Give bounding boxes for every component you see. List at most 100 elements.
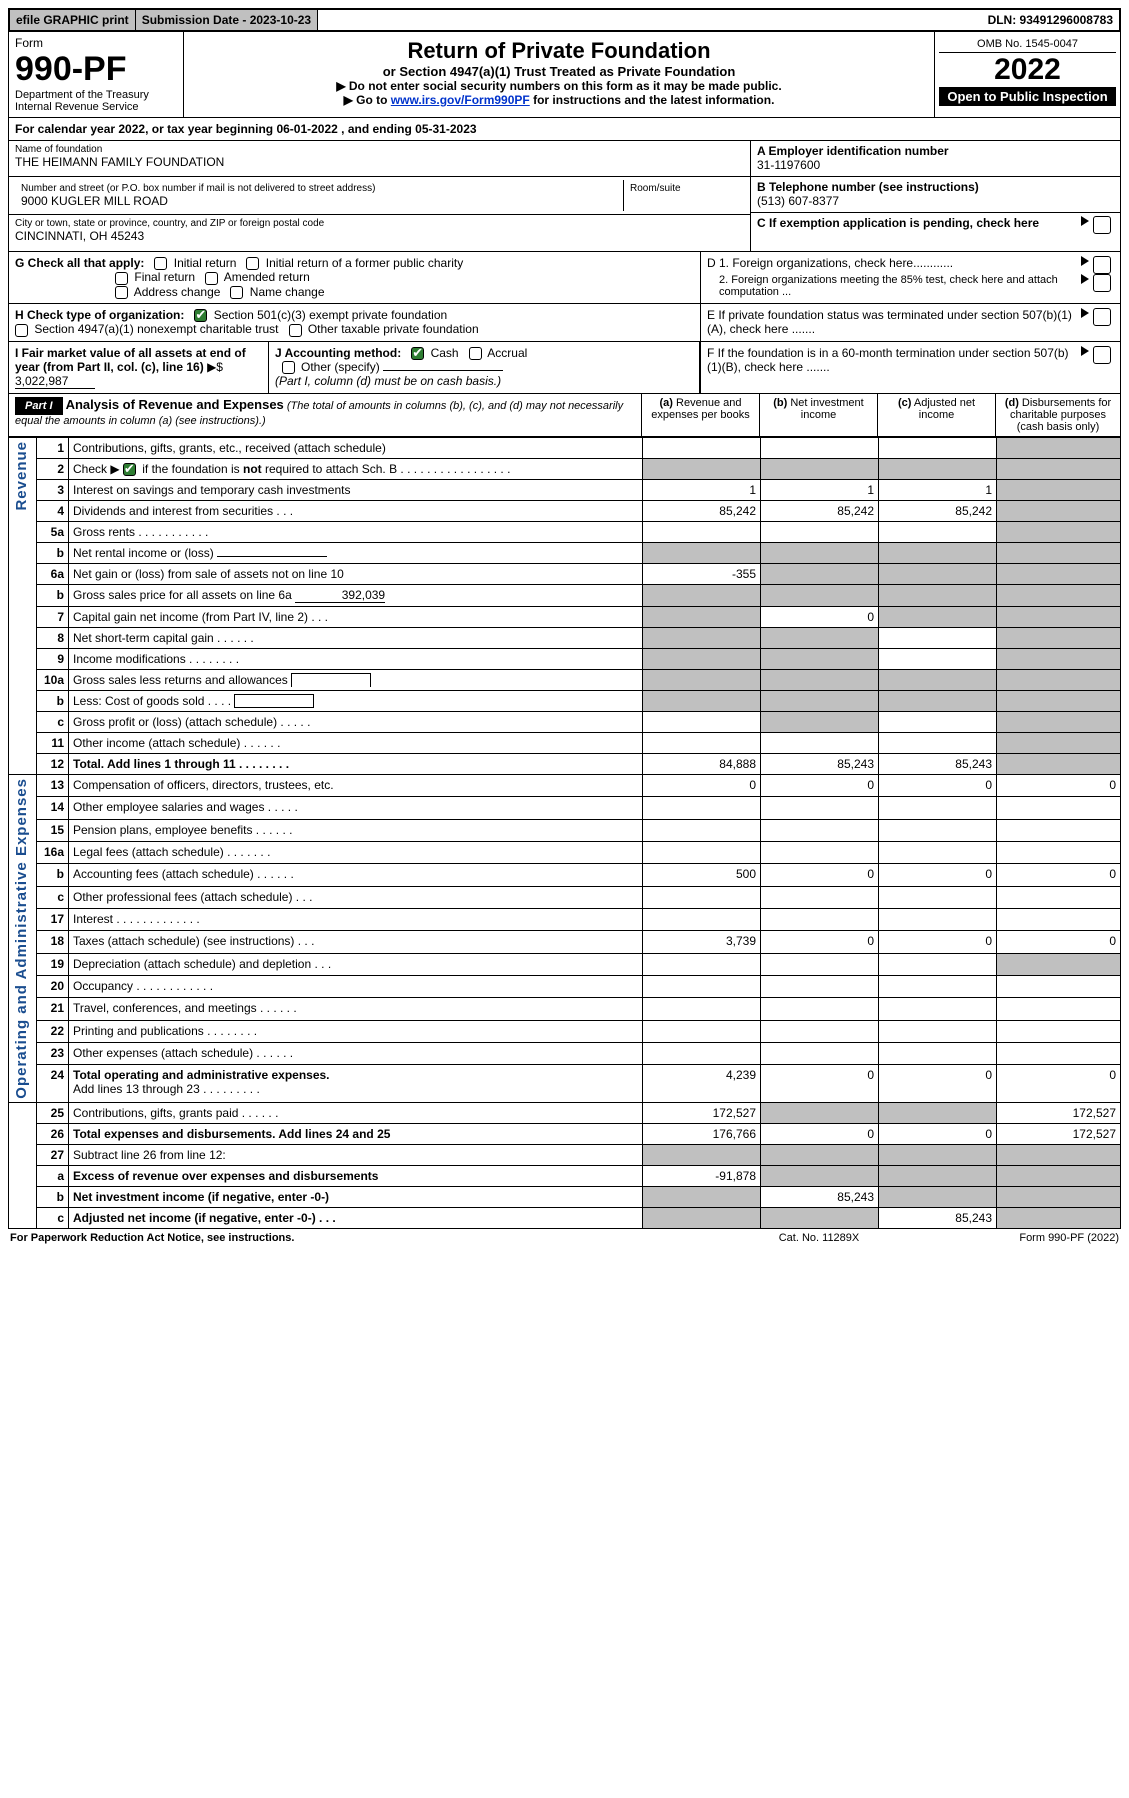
row-16a: 16aLegal fees (attach schedule) . . . . … [9, 841, 1121, 863]
line-desc: Gross rents . . . . . . . . . . . [69, 521, 643, 542]
c-row: C If exemption application is pending, c… [751, 213, 1120, 249]
cell-26a: 176,766 [643, 1123, 761, 1144]
chk-f[interactable] [1093, 346, 1111, 364]
cell-25a: 172,527 [643, 1102, 761, 1123]
col-a-tag: (a) [660, 397, 673, 409]
efile-badge[interactable]: efile GRAPHIC print [10, 10, 136, 30]
line-num: b [37, 584, 69, 606]
line-num: 9 [37, 648, 69, 669]
col-a-header: (a) Revenue and expenses per books [642, 394, 760, 436]
line-desc: Dividends and interest from securities .… [69, 500, 643, 521]
d2-label: 2. Foreign organizations meeting the 85%… [719, 274, 1074, 298]
chk-d1[interactable] [1093, 256, 1111, 274]
other-specify-field[interactable] [383, 370, 503, 371]
line-desc: Legal fees (attach schedule) . . . . . .… [69, 841, 643, 863]
cell-7b: 0 [761, 606, 879, 627]
line-desc: Travel, conferences, and meetings . . . … [69, 998, 643, 1020]
chk-sch-b[interactable] [123, 463, 136, 476]
cell-10bd [997, 690, 1121, 711]
cell-5ac [879, 521, 997, 542]
section-e: E If private foundation status was termi… [700, 304, 1120, 341]
chk-initial[interactable] [154, 257, 167, 270]
cell-7d [997, 606, 1121, 627]
chk-other-taxable[interactable] [289, 324, 302, 337]
cell [643, 998, 761, 1020]
line-desc: Net short-term capital gain . . . . . . [69, 627, 643, 648]
cell-10bb [761, 690, 879, 711]
col-b-tag: (b) [773, 397, 787, 409]
cell [643, 819, 761, 841]
cell [879, 841, 997, 863]
r5b-field[interactable] [217, 556, 327, 557]
cell [997, 886, 1121, 908]
c-checkbox[interactable] [1093, 216, 1111, 234]
r10b-box[interactable] [234, 694, 314, 708]
row-8: 8 Net short-term capital gain . . . . . … [9, 627, 1121, 648]
chk-final[interactable] [115, 272, 128, 285]
row-25: 25Contributions, gifts, grants paid . . … [9, 1102, 1121, 1123]
col-b-label: Net investment income [790, 397, 863, 421]
cell-8d [997, 627, 1121, 648]
cell [761, 797, 879, 819]
cell [997, 1042, 1121, 1064]
identification-block: Name of foundation THE HEIMANN FAMILY FO… [8, 141, 1121, 252]
col-c-header: (c) Adjusted net income [878, 394, 996, 436]
cell-10cb [761, 711, 879, 732]
header-right: OMB No. 1545-0047 2022 Open to Public In… [935, 32, 1120, 117]
cell-27b [761, 1144, 879, 1165]
chk-other-method[interactable] [282, 361, 295, 374]
g-d-section: G Check all that apply: Initial return I… [8, 252, 1121, 304]
line-num: 7 [37, 606, 69, 627]
row-6b: b Gross sales price for all assets on li… [9, 584, 1121, 606]
line-desc: Occupancy . . . . . . . . . . . . [69, 975, 643, 997]
cell [997, 953, 1121, 975]
chk-initial-former[interactable] [246, 257, 259, 270]
instr-link[interactable]: www.irs.gov/Form990PF [391, 93, 530, 107]
cell-27a [643, 1144, 761, 1165]
chk-addr-change[interactable] [115, 286, 128, 299]
cell-10bc [879, 690, 997, 711]
cell-16bc: 0 [879, 864, 997, 886]
cell-6bc [879, 584, 997, 606]
cell [761, 998, 879, 1020]
row-27c: cAdjusted net income (if negative, enter… [9, 1207, 1121, 1228]
cell-1a [643, 437, 761, 458]
cell-10ad [997, 669, 1121, 690]
cell-9b [761, 648, 879, 669]
row-5b: b Net rental income or (loss) [9, 542, 1121, 563]
empty-vlabel [9, 1102, 37, 1228]
lbl-final: Final return [134, 270, 195, 284]
form-header: Form 990-PF Department of the Treasury I… [8, 32, 1121, 118]
row-21: 21Travel, conferences, and meetings . . … [9, 998, 1121, 1020]
cell-11c [879, 732, 997, 753]
chk-4947[interactable] [15, 324, 28, 337]
cell-27d [997, 1144, 1121, 1165]
chk-cash[interactable] [411, 347, 424, 360]
dept-treasury: Department of the Treasury [15, 89, 177, 101]
line-num: 27 [37, 1144, 69, 1165]
r10a-box[interactable] [291, 673, 371, 687]
chk-accrual[interactable] [469, 347, 482, 360]
cell-11d [997, 732, 1121, 753]
calendar-year-row: For calendar year 2022, or tax year begi… [8, 118, 1121, 141]
line-num: 10a [37, 669, 69, 690]
cell-18c: 0 [879, 931, 997, 953]
cell-5bd [997, 542, 1121, 563]
lbl-addr-change: Address change [134, 285, 221, 299]
chk-amended[interactable] [205, 272, 218, 285]
cell-27ac [879, 1165, 997, 1186]
chk-e[interactable] [1093, 308, 1111, 326]
cell [879, 908, 997, 930]
line-desc: Interest on savings and temporary cash i… [69, 479, 643, 500]
instr-2: ▶ Go to www.irs.gov/Form990PF for instru… [190, 93, 928, 107]
lbl-4947: Section 4947(a)(1) nonexempt charitable … [34, 322, 278, 336]
foundation-name-row: Name of foundation THE HEIMANN FAMILY FO… [9, 141, 750, 177]
open-to-public: Open to Public Inspection [939, 87, 1116, 106]
chk-d2[interactable] [1093, 274, 1111, 292]
chk-501c3[interactable] [194, 309, 207, 322]
cell-24d: 0 [997, 1065, 1121, 1102]
chk-name-change[interactable] [230, 286, 243, 299]
cell-8c [879, 627, 997, 648]
line-num: 25 [37, 1102, 69, 1123]
cell-24b: 0 [761, 1065, 879, 1102]
